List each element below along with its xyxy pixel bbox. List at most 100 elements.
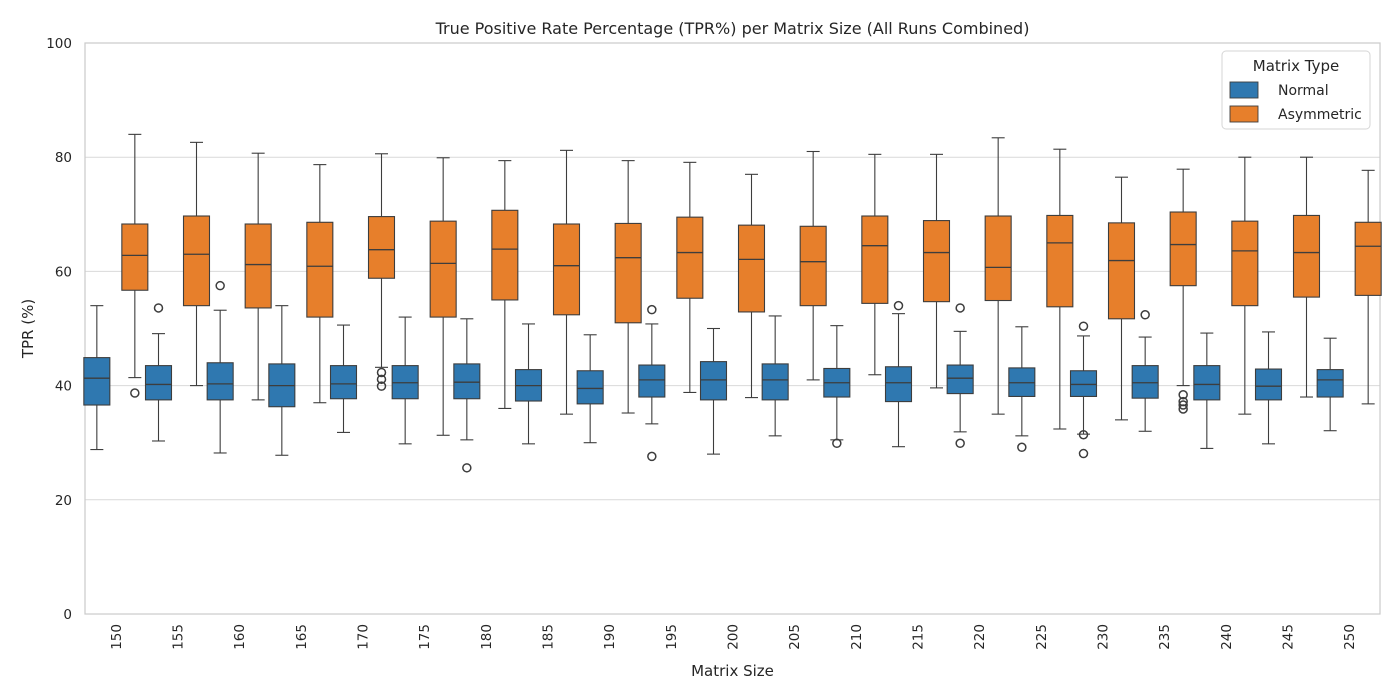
box-normal-155 xyxy=(144,303,173,442)
box-asymmetric-225 xyxy=(1046,148,1074,430)
x-tick-label-240: 240 xyxy=(1219,624,1235,650)
box-normal-190 xyxy=(576,334,604,444)
legend-swatch-asymmetric xyxy=(1229,105,1259,123)
legend-title: Matrix Type xyxy=(1253,57,1339,75)
x-tick-label-210: 210 xyxy=(849,624,865,650)
box-asymmetric-170 xyxy=(367,153,396,391)
box-body-asymmetric-180 xyxy=(491,209,519,301)
box-normal-250 xyxy=(1316,337,1344,432)
outlier-asymmetric-150-0 xyxy=(130,388,140,398)
box-body-asymmetric-215 xyxy=(922,220,951,303)
legend-swatch-normal xyxy=(1229,81,1259,99)
y-tick-labels: 0 20 40 60 80 100 xyxy=(46,36,72,623)
outlier-normal-210-0 xyxy=(832,438,842,449)
box-body-asymmetric-250 xyxy=(1354,221,1382,296)
box-normal-215 xyxy=(884,300,913,448)
box-asymmetric-180 xyxy=(491,160,519,409)
x-tick-label-180: 180 xyxy=(479,624,495,650)
box-body-normal-150 xyxy=(83,357,111,406)
outlier-asymmetric-170-2 xyxy=(376,381,387,391)
box-body-asymmetric-205 xyxy=(799,225,827,307)
outlier-normal-195-0 xyxy=(647,304,657,315)
x-tick-label-215: 215 xyxy=(911,624,927,650)
x-tick-label-190: 190 xyxy=(602,624,618,650)
outlier-normal-180-0 xyxy=(462,463,472,473)
x-tick-label-150: 150 xyxy=(109,624,125,650)
outlier-asymmetric-235-0 xyxy=(1178,389,1188,400)
chart-title: True Positive Rate Percentage (TPR%) per… xyxy=(435,19,1030,38)
box-body-asymmetric-200 xyxy=(737,224,766,313)
box-body-normal-205 xyxy=(761,363,789,401)
outlier-asymmetric-235-3 xyxy=(1178,404,1188,414)
outlier-normal-220-0 xyxy=(955,303,965,313)
box-normal-165 xyxy=(268,305,296,456)
box-body-asymmetric-165 xyxy=(306,221,334,318)
box-asymmetric-235 xyxy=(1169,168,1197,414)
box-body-normal-245 xyxy=(1254,368,1283,401)
box-normal-210 xyxy=(823,325,851,449)
box-asymmetric-175 xyxy=(429,157,457,436)
box-normal-245 xyxy=(1254,331,1283,445)
box-normal-240 xyxy=(1193,332,1221,449)
box-asymmetric-215 xyxy=(922,153,951,389)
box-normal-235 xyxy=(1131,310,1159,432)
box-normal-150 xyxy=(83,305,111,451)
x-tick-label-225: 225 xyxy=(1034,624,1050,650)
x-tick-label-160: 160 xyxy=(232,624,248,650)
box-body-asymmetric-235 xyxy=(1169,211,1197,287)
box-asymmetric-250 xyxy=(1354,169,1382,405)
x-tick-label-235: 235 xyxy=(1157,624,1173,650)
outlier-normal-230-2 xyxy=(1078,448,1089,459)
x-tick-label-205: 205 xyxy=(787,624,803,650)
box-asymmetric-200 xyxy=(737,173,766,399)
x-tick-label-195: 195 xyxy=(664,624,680,650)
legend: Matrix Type Normal Asymmetric xyxy=(1221,50,1371,130)
legend-label-normal: Normal xyxy=(1278,83,1329,99)
box-normal-180 xyxy=(453,318,481,473)
x-tick-labels: 150 155 160 165 170 175 180 185 190 195 200 205 210 2… xyxy=(109,624,1358,650)
outlier-normal-235-0 xyxy=(1140,310,1150,320)
box-body-normal-155 xyxy=(144,365,173,401)
box-normal-225 xyxy=(1008,326,1036,453)
box-body-normal-250 xyxy=(1316,369,1344,398)
box-normal-160 xyxy=(206,280,234,454)
box-normal-205 xyxy=(761,315,789,437)
box-normal-170 xyxy=(329,324,358,433)
box-body-asymmetric-190 xyxy=(614,222,642,324)
x-tick-label-175: 175 xyxy=(417,624,433,650)
box-body-asymmetric-220 xyxy=(984,215,1012,302)
box-body-asymmetric-185 xyxy=(552,223,581,316)
x-axis-label: Matrix Size xyxy=(691,662,774,680)
box-body-normal-215 xyxy=(884,366,913,403)
box-body-normal-190 xyxy=(576,370,604,405)
legend-label-asymmetric: Asymmetric xyxy=(1278,107,1362,123)
y-axis-label: TPR (%) xyxy=(19,299,37,359)
outlier-asymmetric-170-0 xyxy=(376,367,387,378)
box-body-asymmetric-175 xyxy=(429,220,457,318)
box-body-normal-195 xyxy=(638,364,666,398)
box-normal-230 xyxy=(1069,321,1098,459)
box-asymmetric-220 xyxy=(984,137,1012,415)
box-body-normal-200 xyxy=(699,361,728,401)
y-tick-label-20: 20 xyxy=(55,493,72,509)
box-normal-175 xyxy=(391,316,419,445)
box-asymmetric-230 xyxy=(1107,176,1136,421)
box-body-asymmetric-225 xyxy=(1046,214,1074,308)
box-asymmetric-210 xyxy=(861,153,889,376)
box-normal-200 xyxy=(699,327,728,455)
box-asymmetric-185 xyxy=(552,149,581,415)
outlier-normal-160-0 xyxy=(215,280,225,291)
box-body-asymmetric-150 xyxy=(121,223,149,291)
box-asymmetric-160 xyxy=(244,152,272,401)
outlier-normal-225-0 xyxy=(1017,442,1027,453)
box-body-normal-230 xyxy=(1069,370,1098,397)
box-body-asymmetric-160 xyxy=(244,223,272,309)
y-tick-label-0: 0 xyxy=(63,607,72,623)
box-asymmetric-195 xyxy=(676,161,704,394)
box-asymmetric-240 xyxy=(1231,156,1259,415)
x-tick-label-185: 185 xyxy=(541,624,557,650)
box-asymmetric-155 xyxy=(182,141,211,387)
box-body-normal-240 xyxy=(1193,365,1221,401)
